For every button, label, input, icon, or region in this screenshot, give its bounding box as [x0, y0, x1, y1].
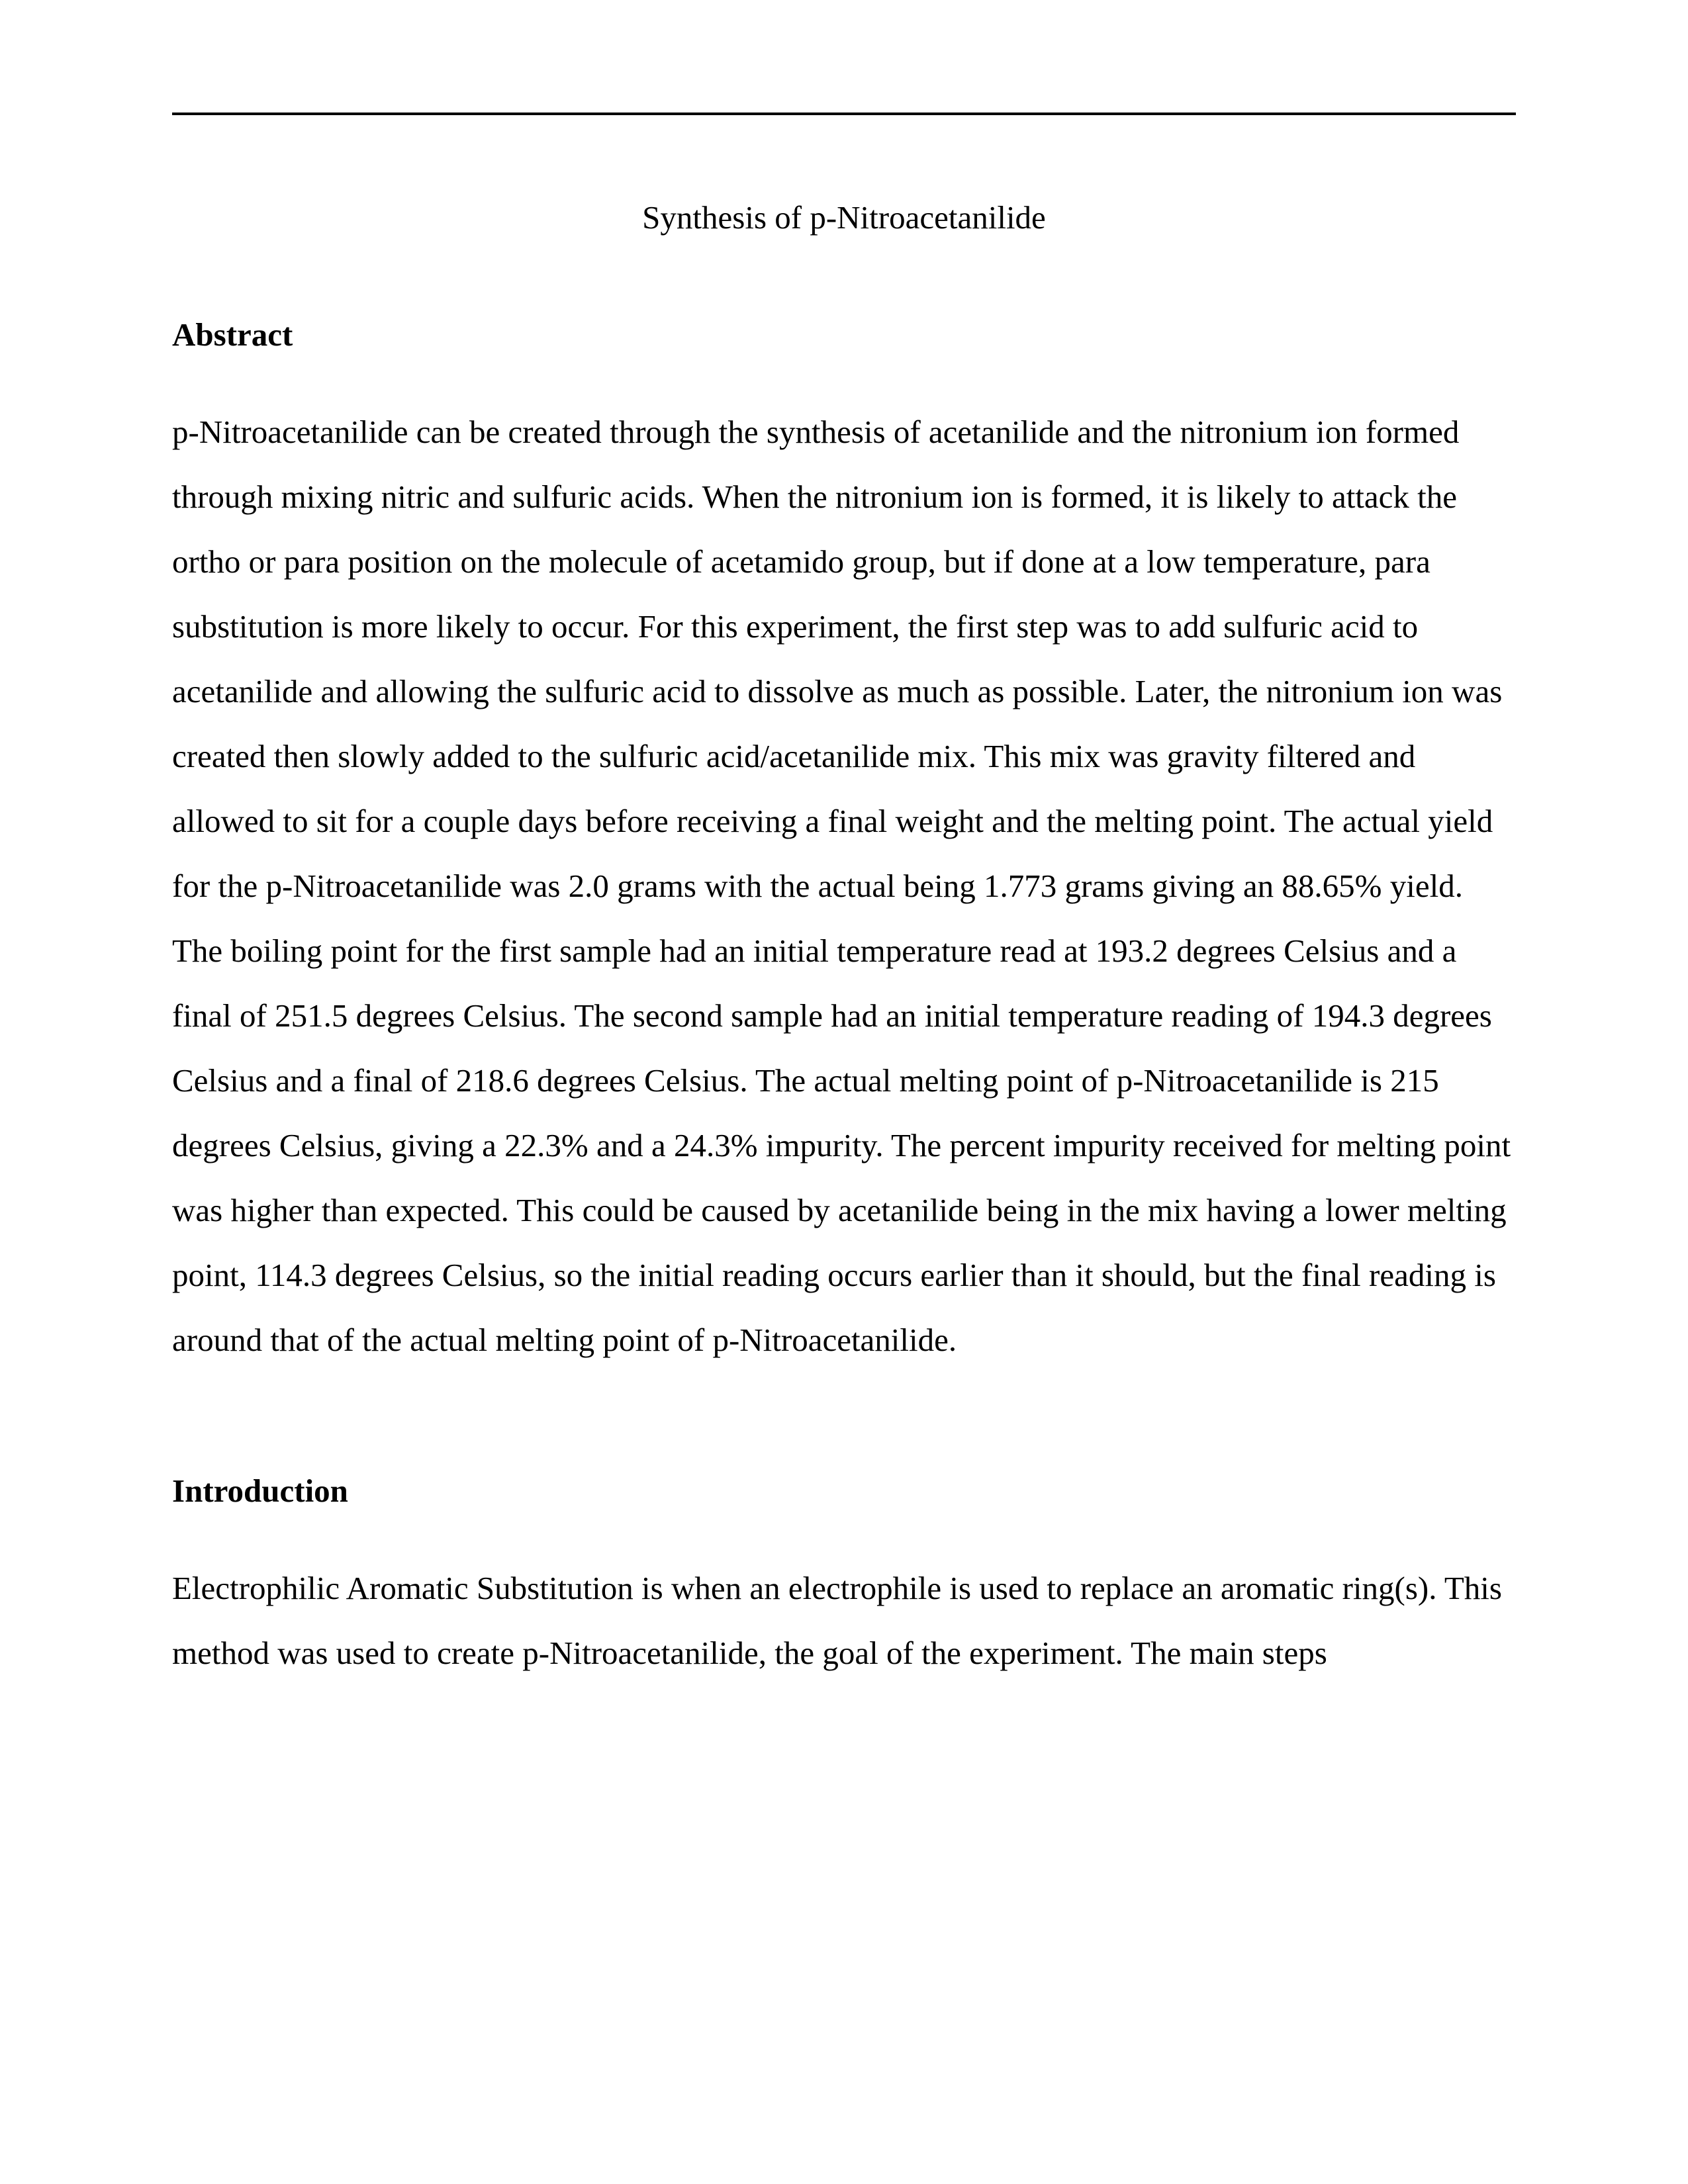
abstract-body: p-Nitroacetanilide can be created throug…	[172, 400, 1516, 1373]
page: Synthesis of p-Nitroacetanilide Abstract…	[0, 0, 1688, 2184]
header-rule	[172, 113, 1516, 115]
content-area: Synthesis of p-Nitroacetanilide Abstract…	[172, 199, 1516, 1785]
introduction-body: Electrophilic Aromatic Substitution is w…	[172, 1556, 1516, 1686]
abstract-heading: Abstract	[172, 316, 1516, 353]
introduction-heading: Introduction	[172, 1472, 1516, 1510]
document-title: Synthesis of p-Nitroacetanilide	[172, 199, 1516, 236]
